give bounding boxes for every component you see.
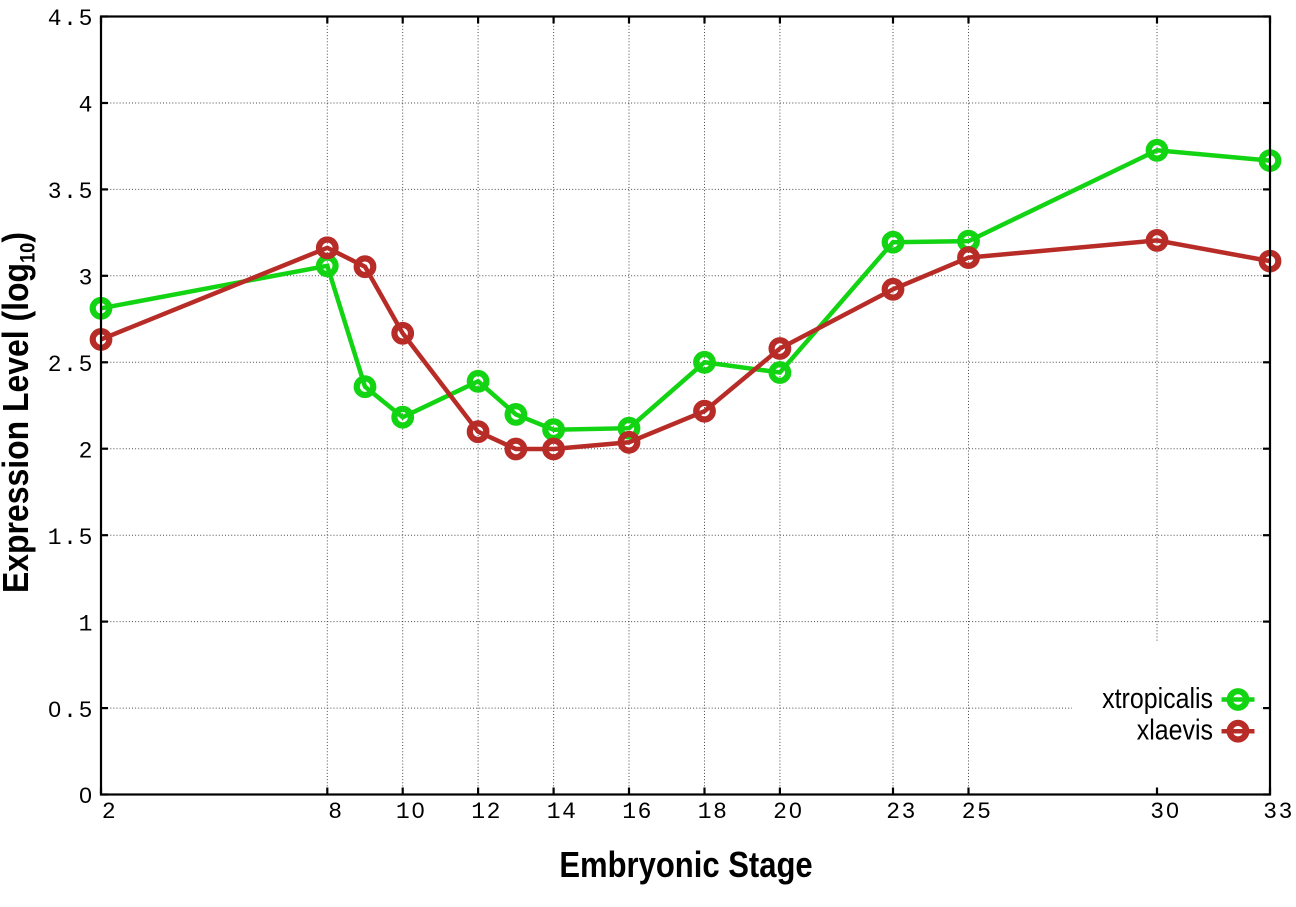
svg-text:2: 2	[102, 799, 117, 825]
svg-text:Embryonic Stage: Embryonic Stage	[559, 845, 812, 886]
svg-text:20: 20	[773, 799, 804, 825]
svg-text:8: 8	[328, 799, 343, 825]
svg-text:1: 1	[79, 611, 94, 637]
svg-text:10: 10	[396, 799, 427, 825]
svg-text:xtropicalis: xtropicalis	[1102, 682, 1213, 714]
svg-text:3.5: 3.5	[48, 179, 94, 205]
svg-text:2.5: 2.5	[48, 352, 94, 378]
svg-text:2: 2	[79, 438, 94, 464]
svg-text:xlaevis: xlaevis	[1137, 714, 1213, 746]
svg-text:14: 14	[547, 799, 578, 825]
svg-text:1.5: 1.5	[48, 525, 94, 551]
svg-text:3: 3	[79, 266, 94, 292]
svg-text:4.5: 4.5	[48, 6, 94, 32]
svg-text:33: 33	[1263, 799, 1294, 825]
svg-text:25: 25	[962, 799, 993, 825]
svg-text:4: 4	[79, 93, 94, 119]
svg-text:16: 16	[622, 799, 653, 825]
svg-text:30: 30	[1150, 799, 1181, 825]
svg-text:Expression Level (log10): Expression Level (log10)	[0, 232, 40, 593]
svg-text:23: 23	[886, 799, 917, 825]
svg-text:0.5: 0.5	[48, 698, 94, 724]
svg-text:12: 12	[471, 799, 502, 825]
svg-text:18: 18	[698, 799, 729, 825]
